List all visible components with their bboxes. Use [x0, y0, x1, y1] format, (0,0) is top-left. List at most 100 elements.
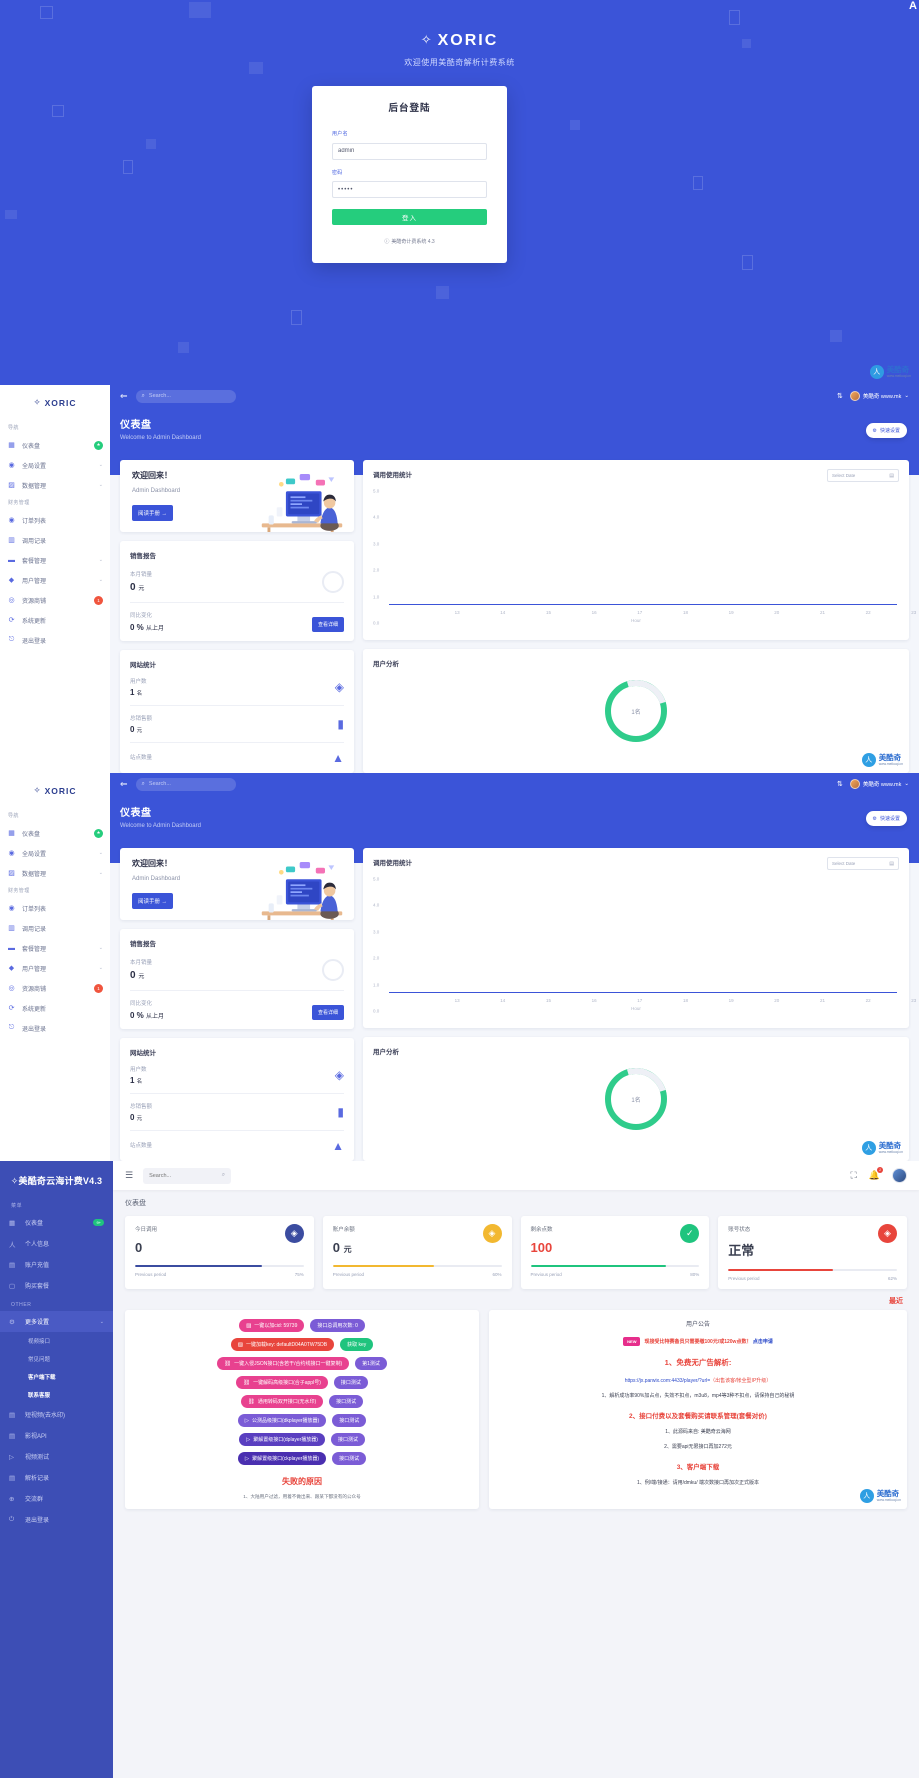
sidebar-item-退出登录[interactable]: ⎋ 退出登录 [0, 630, 110, 650]
user-menu[interactable]: 美酷奇 www.mk ⌄ [849, 391, 909, 401]
chevron-down-icon[interactable]: ⌄ [98, 945, 103, 951]
sidebar-item-订单列表[interactable]: ◉ 订单列表 [0, 898, 110, 918]
search-box[interactable]: ⌕ [135, 777, 236, 791]
dashboard-icon: ▦ [8, 442, 15, 449]
chevron-down-icon[interactable]: ⌄ [98, 482, 103, 488]
sidebar-item-调用记录[interactable]: ▥ 调用记录 [0, 918, 110, 938]
user-menu[interactable]: 美酷奇 www.mk ⌄ [849, 779, 909, 789]
sidebar-item-数据管理[interactable]: ▨ 数据管理 ⌄ [0, 475, 110, 495]
stat-card-label: 账户余额 [332, 1227, 355, 1233]
submenu-item-视频接口[interactable]: 视频接口 [28, 1339, 51, 1345]
chart-plot [389, 491, 897, 605]
search-input[interactable] [148, 781, 230, 787]
api-button-接口测试[interactable]: 接口测试 [332, 1452, 367, 1465]
user-analysis-card: 用户分析 1名人美酷奇 www.meikuqi.cn [363, 1037, 909, 1161]
announcement-banner-link[interactable]: 点击申请 [752, 1339, 773, 1345]
search-box[interactable]: ⌕ [135, 389, 236, 403]
sidebar-item-账户充值[interactable]: ▤ 账户充值 [0, 1254, 113, 1275]
sidebar-item-用户管理[interactable]: ◆ 用户管理 ⌄ [0, 958, 110, 978]
sidebar-item-个人信息[interactable]: 人 个人信息 [0, 1233, 113, 1254]
filter-icon[interactable]: ⇅ [837, 781, 843, 788]
api-button-聚解置级接口(dplayer播放器)[interactable]: ▷ 聚解置级接口(dplayer播放器) [239, 1433, 325, 1446]
sidebar-item-视频测试[interactable]: ▷ 视频测试 [0, 1446, 113, 1467]
password-input[interactable] [332, 181, 487, 198]
sidebar-item-订单列表[interactable]: ◉ 订单列表 [0, 510, 110, 530]
quick-settings-button[interactable]: ⚙ 快速设置 [865, 423, 907, 438]
collapse-icon[interactable]: ⇐ [120, 390, 128, 401]
sidebar-item-数据管理[interactable]: ▨ 数据管理 ⌄ [0, 863, 110, 883]
api-button-获取 key[interactable]: 获取 key [340, 1338, 374, 1351]
sidebar-item-仪表盘[interactable]: ▦ 仪表盘 ★ [0, 435, 110, 455]
bell-icon[interactable]: 🔔 1 [869, 1167, 883, 1181]
sidebar-item-购买套餐[interactable]: ▢ 购买套餐 [0, 1275, 113, 1296]
sidebar-item-套餐管理[interactable]: ▬ 套餐管理 ⌄ [0, 550, 110, 570]
search-box[interactable]: ⌕ [143, 1167, 232, 1184]
sales-ring [322, 570, 344, 593]
chevron-down-icon[interactable]: ⌄ [98, 850, 103, 856]
sidebar-item-用户管理[interactable]: ◆ 用户管理 ⌄ [0, 570, 110, 590]
api-button-一键入侵JSON接口(含若干/合约线[interactable]: ⛓ 一键入侵JSON接口(含若干/合约线接口一键复制) [217, 1357, 350, 1370]
sidebar-item-交流群[interactable]: ⊕ 交流群 [0, 1488, 113, 1509]
submenu-item-客户端下载[interactable]: 客户端下载 [28, 1375, 56, 1381]
sidebar-item-调用记录[interactable]: ▥ 调用记录 [0, 530, 110, 550]
sidebar-item-badge: 9+ [93, 1219, 104, 1226]
filter-icon[interactable]: ⇅ [837, 393, 843, 400]
avatar[interactable] [892, 1168, 907, 1183]
api-button-一键以加cid: 59739[interactable]: ▨ 一键以加cid: 59739 [239, 1319, 305, 1332]
api-button-接口测试[interactable]: 接口测试 [329, 1395, 364, 1408]
api-button-接口测试[interactable]: 接口测试 [330, 1433, 365, 1446]
submenu-item-联系客服[interactable]: 联系客服 [28, 1393, 51, 1399]
sidebar-item-解析记录[interactable]: ▤ 解析记录 [0, 1467, 113, 1488]
login-submit-button[interactable]: 登入 [332, 209, 487, 225]
stat-cards: 今日调用 0 ◈ Previous period 75% 账户余额 0 元 ◈ Previous… [125, 1216, 907, 1289]
api-button-通用转码双开接口(无水印)[interactable]: ⛓ 通用转码双开接口(无水印) [240, 1395, 324, 1408]
api-button-一键加载key: defaultD0[interactable]: ▨ 一键加载key: defaultD04A0TW75DB [230, 1338, 335, 1351]
sidebar-item-退出登录[interactable]: ⏻ 退出登录 [0, 1509, 113, 1530]
menu-toggle-icon[interactable]: ☰ [125, 1170, 134, 1180]
welcome-title: 欢迎回来！ [132, 471, 172, 480]
sidebar-item-退出登录[interactable]: ⎋ 退出登录 [0, 1018, 110, 1038]
sidebar-item-全局设置[interactable]: ◉ 全局设置 ⌄ [0, 455, 110, 475]
sidebar-item-系统更新[interactable]: ⟳ 系统更新 [0, 610, 110, 630]
view-detail-button[interactable]: 查看详细 [311, 617, 344, 632]
submenu-item-常见问题[interactable]: 常见问题 [28, 1357, 51, 1363]
sidebar-item-仪表盘[interactable]: ▦ 仪表盘 ★ [0, 823, 110, 843]
api-button-公测品级接口(dkplayer播放器[interactable]: ▷ 公测品级接口(dkplayer播放器) [237, 1414, 327, 1427]
stat-label: 用户数 [130, 679, 147, 685]
chevron-down-icon[interactable]: ⌄ [98, 557, 103, 563]
search-input[interactable] [148, 393, 230, 399]
sidebar-item-更多设置[interactable]: ⚙ 更多设置 ⌄ [0, 1311, 113, 1332]
date-picker[interactable]: Select Date ▤ [827, 469, 899, 482]
api-button-接口总调用次数: 0[interactable]: 接口总调用次数: 0 [310, 1319, 365, 1332]
stats-title: 网站统计 [130, 662, 156, 669]
api-button-接口测试[interactable]: 接口测试 [332, 1414, 367, 1427]
sidebar-item-资源商铺[interactable]: ◎ 资源商铺 1 [0, 978, 110, 998]
chevron-down-icon[interactable]: ⌄ [98, 965, 103, 971]
read-manual-button[interactable]: 阅读手册 → [132, 893, 174, 909]
search-input[interactable] [149, 1172, 222, 1179]
sidebar-item-套餐管理[interactable]: ▬ 套餐管理 ⌄ [0, 938, 110, 958]
chevron-down-icon[interactable]: ⌄ [98, 870, 103, 876]
chevron-down-icon[interactable]: ⌄ [98, 577, 103, 583]
read-manual-button[interactable]: 阅读手册 → [132, 505, 174, 521]
announcement-url[interactable]: https://jx.parwix.com:4433/player/?url=（… [499, 1377, 897, 1384]
sidebar-item-全局设置[interactable]: ◉ 全局设置 ⌄ [0, 843, 110, 863]
api-button-row: ⛓ 一键入侵JSON接口(含若干/合约线接口一键复制) 第1测试 [217, 1357, 387, 1370]
fullscreen-icon[interactable]: ⛶ [850, 1170, 857, 1180]
sidebar-item-仪表盘[interactable]: ▦ 仪表盘 9+ [0, 1212, 113, 1233]
sidebar-item-短视频(去水印)[interactable]: ▤ 短视频(去水印) [0, 1404, 113, 1425]
collapse-icon[interactable]: ⇐ [120, 778, 128, 789]
api-button-聚解置级接口(ckplayer播放器[interactable]: ▷ 聚解置级接口(ckplayer播放器) [237, 1452, 327, 1465]
sidebar-item-影视API[interactable]: ▤ 影视API [0, 1425, 113, 1446]
api-button-接口测试[interactable]: 接口测试 [333, 1376, 368, 1389]
api-button-一键解码高级接口(合子appl号)[interactable]: ⛓ 一键解码高级接口(合子appl号) [236, 1376, 328, 1389]
api-button-第1测试[interactable]: 第1测试 [355, 1357, 387, 1370]
chevron-down-icon[interactable]: ⌄ [98, 462, 103, 468]
date-picker[interactable]: Select Date ▤ [827, 857, 899, 870]
sidebar-item-系统更新[interactable]: ⟳ 系统更新 [0, 998, 110, 1018]
quick-settings-button[interactable]: ⚙ 快速设置 [865, 811, 907, 826]
chevron-down-icon[interactable]: ⌄ [99, 1318, 104, 1325]
sidebar-item-资源商铺[interactable]: ◎ 资源商铺 1 [0, 590, 110, 610]
view-detail-button[interactable]: 查看详细 [311, 1005, 344, 1020]
username-input[interactable] [332, 142, 487, 160]
